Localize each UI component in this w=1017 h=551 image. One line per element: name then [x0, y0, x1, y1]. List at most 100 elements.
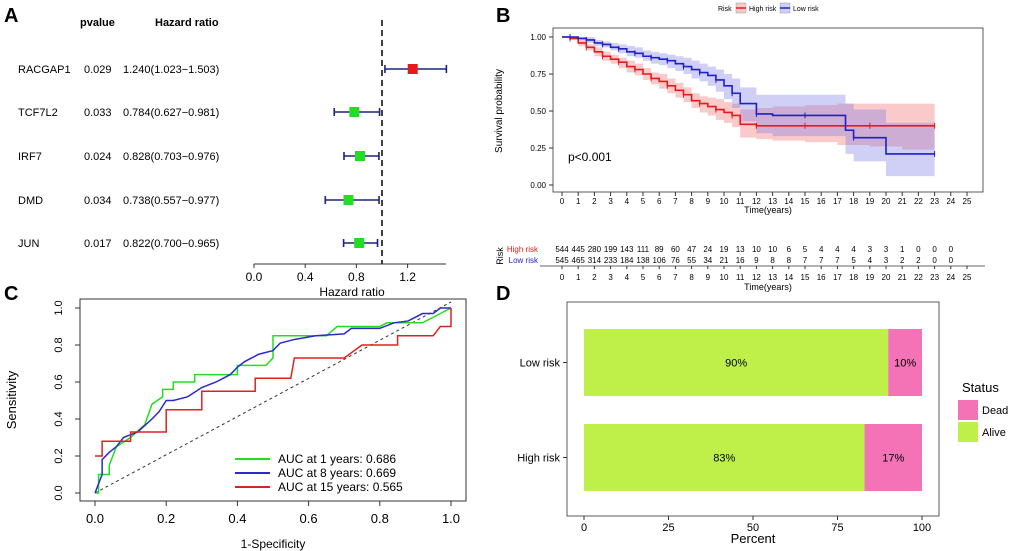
- risk-table-count: 4: [819, 245, 824, 254]
- bar-segment-dead: [864, 424, 922, 491]
- roc-x-tick-label: 0.4: [228, 511, 246, 526]
- risk-table-count: 3: [884, 245, 889, 254]
- risk-table-count: 545: [555, 256, 569, 265]
- roc-curve: [94, 307, 451, 494]
- bar-segment-alive: [584, 329, 889, 396]
- km-x-tick-label: 4: [625, 197, 630, 206]
- risk-table-x-tick-label: 3: [608, 273, 613, 282]
- risk-table-count: 3: [868, 245, 873, 254]
- km-legend-label: High risk: [749, 6, 777, 13]
- km-y-tick-label: 0.00: [530, 181, 546, 190]
- panel-label-c: C: [4, 283, 18, 305]
- roc-x-tick-label: 0.8: [371, 511, 389, 526]
- risk-table-count: 184: [620, 256, 634, 265]
- km-x-tick-label: 10: [720, 197, 729, 206]
- km-x-tick-label: 23: [930, 197, 939, 206]
- risk-table-x-tick-label: 21: [898, 273, 907, 282]
- forest-pvalue: 0.029: [84, 64, 112, 76]
- risk-table-count: 89: [655, 245, 664, 254]
- risk-table-count: 21: [720, 256, 729, 265]
- forest-point: [354, 151, 365, 161]
- roc-x-tick-label: 0.2: [157, 511, 175, 526]
- roc-y-tick-label: 0.4: [53, 411, 65, 426]
- roc-legend-label: AUC at 8 years: 0.669: [278, 466, 396, 480]
- risk-table-count: 5: [803, 245, 808, 254]
- forest-hr-text: 0.828(0.703−0.976): [123, 151, 219, 163]
- km-y-tick-label: 0.25: [530, 144, 546, 153]
- risk-table-count: 24: [703, 245, 712, 254]
- km-x-tick-label: 6: [657, 197, 662, 206]
- km-ci-band: [562, 37, 935, 177]
- roc-plot-frame: [79, 298, 467, 502]
- risk-table-x-tick-label: 20: [882, 273, 891, 282]
- km-y-tick-label: 1.00: [530, 33, 546, 42]
- km-x-tick-label: 9: [706, 197, 711, 206]
- risk-table-count: 233: [604, 256, 618, 265]
- forest-hr-text: 0.784(0.627−0.981): [123, 107, 219, 119]
- forest-gene-label: RACGAP1: [18, 64, 71, 76]
- stacked-bar-plot: 90% 10% 83% 17% Low risk High risk 0 25 50 75 100…: [517, 301, 1008, 546]
- risk-table-count: 6: [787, 245, 792, 254]
- bar-segment-label: 90%: [725, 358, 747, 370]
- risk-table-x-tick-label: 7: [673, 273, 678, 282]
- km-x-tick-label: 0: [560, 197, 565, 206]
- risk-table-count: 8: [787, 256, 792, 265]
- forest-header-hr: Hazard ratio: [155, 17, 219, 29]
- panel-label-b: B: [496, 5, 510, 27]
- risk-table-x-tick-label: 24: [946, 273, 955, 282]
- panel-label-a: A: [4, 5, 18, 27]
- risk-table-x-tick-label: 6: [657, 273, 662, 282]
- km-legend-title: Risk: [718, 6, 732, 13]
- risk-table-count: 4: [851, 245, 856, 254]
- risk-table-count: 111: [637, 245, 650, 254]
- bar-legend-label: Dead: [982, 405, 1008, 417]
- forest-gene-label: IRF7: [18, 151, 42, 163]
- forest-x-tick-label: 0.0: [246, 270, 263, 284]
- risk-table-count: 7: [819, 256, 824, 265]
- km-x-tick-label: 25: [963, 197, 972, 206]
- forest-x-tick-label: 1.2: [399, 270, 416, 284]
- bar-legend-title: Status: [962, 380, 999, 395]
- forest-point: [349, 107, 360, 117]
- risk-table-count: 4: [868, 256, 873, 265]
- roc-x-tick-label: 1.0: [442, 511, 460, 526]
- risk-table-x-tick-label: 22: [914, 273, 923, 282]
- roc-plot: 0.0 0.2 0.4 0.6 0.8 1.0 0.0 0.2 0.4 0.6 0.8 1.0 1-S…: [4, 298, 467, 551]
- bar-x-tick-label: 0: [581, 522, 587, 534]
- bar-segment-dead: [888, 329, 922, 396]
- risk-table-count: 76: [671, 256, 680, 265]
- km-pvalue-annotation: p<0.001: [568, 150, 612, 164]
- roc-legend-label: AUC at 15 years: 0.565: [278, 480, 403, 494]
- bar-legend-swatch: [958, 422, 978, 442]
- roc-y-tick-label: 1.0: [53, 300, 65, 315]
- bar-segment-label: 17%: [882, 453, 904, 465]
- km-legend-label: Low risk: [793, 6, 819, 13]
- forest-pvalue: 0.034: [84, 195, 112, 207]
- km-x-tick-label: 13: [768, 197, 777, 206]
- risk-table-x-tick-label: 25: [963, 273, 972, 282]
- forest-point: [354, 238, 365, 248]
- risk-table-x-tick-label: 2: [592, 273, 597, 282]
- risk-table-row-label: Low risk: [509, 256, 539, 265]
- risk-table-x-tick-label: 17: [833, 273, 842, 282]
- risk-table-count: 13: [736, 245, 745, 254]
- km-x-tick-label: 7: [673, 197, 678, 206]
- risk-table-x-tick-label: 19: [865, 273, 874, 282]
- roc-x-label: 1-Specificity: [241, 537, 306, 551]
- forest-x-label: Hazard ratio: [319, 285, 385, 299]
- km-x-tick-label: 12: [752, 197, 761, 206]
- roc-curve: [95, 307, 452, 494]
- risk-table-x-label: Time(years): [744, 282, 792, 292]
- km-x-tick-label: 14: [784, 197, 793, 206]
- risk-table-x-tick-label: 0: [560, 273, 565, 282]
- roc-y-tick-label: 0.8: [53, 337, 65, 352]
- roc-y-tick-label: 0.6: [53, 374, 65, 389]
- km-x-tick-label: 15: [801, 197, 810, 206]
- bar-x-label: Percent: [731, 531, 776, 546]
- bar-x-tick-label: 50: [747, 522, 759, 534]
- risk-table-count: 0: [949, 245, 954, 254]
- bar-x-tick-label: 25: [662, 522, 674, 534]
- bar-category-label: High risk: [517, 453, 560, 465]
- km-y-label: Survival probability: [494, 69, 505, 153]
